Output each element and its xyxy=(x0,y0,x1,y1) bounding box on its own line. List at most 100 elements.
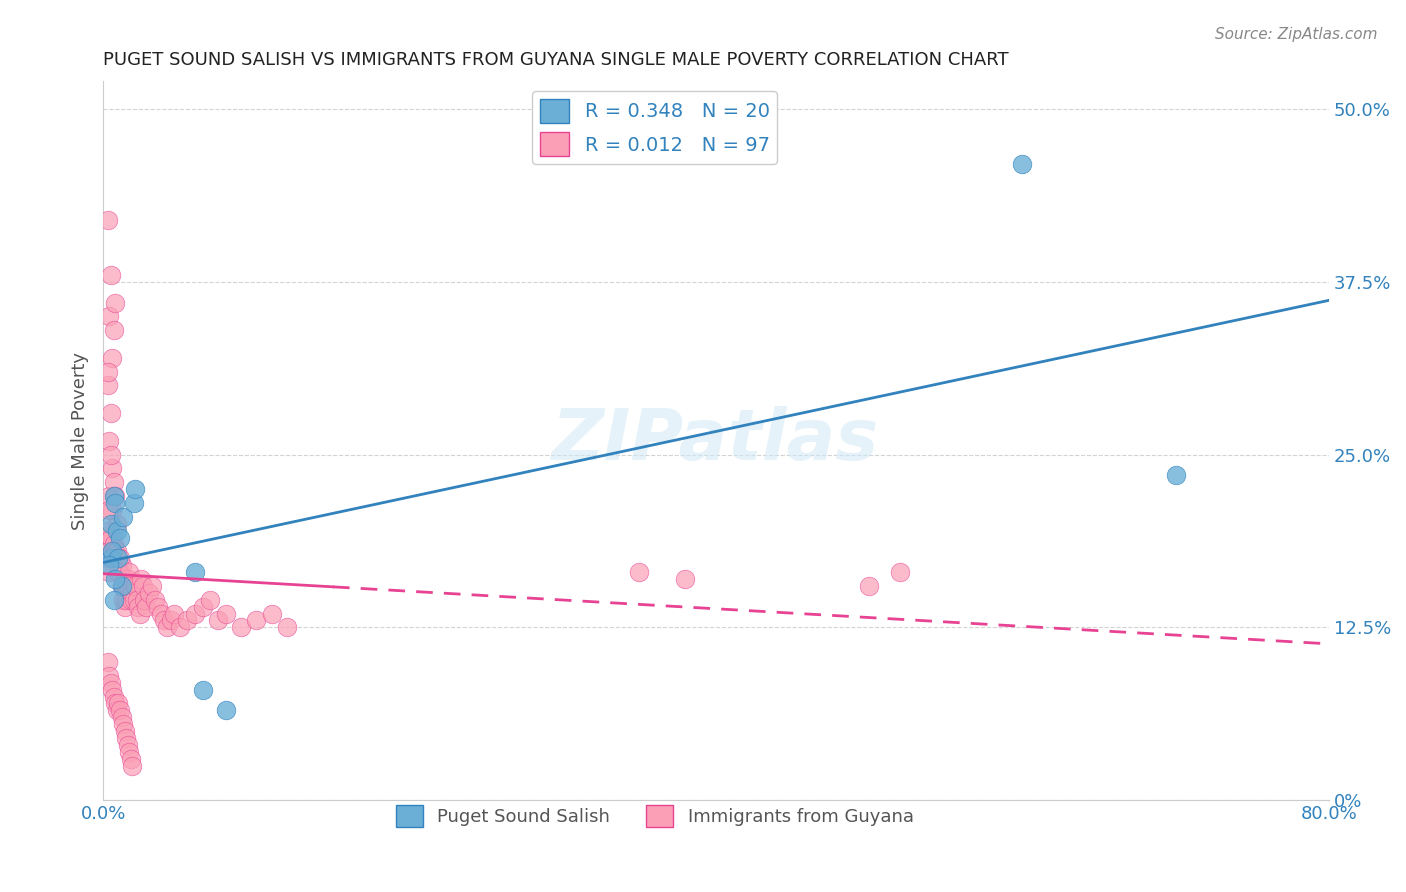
Point xyxy=(215,607,238,621)
Point xyxy=(108,531,131,545)
Point xyxy=(124,482,146,496)
Point xyxy=(673,572,696,586)
Point xyxy=(104,496,127,510)
Point xyxy=(110,710,132,724)
Point xyxy=(122,496,145,510)
Point xyxy=(114,599,136,614)
Point xyxy=(200,592,222,607)
Point xyxy=(120,592,142,607)
Point xyxy=(97,212,120,227)
Point xyxy=(100,531,122,545)
Point xyxy=(153,614,176,628)
Point xyxy=(100,675,122,690)
Point xyxy=(276,620,298,634)
Point xyxy=(229,620,252,634)
Point xyxy=(107,551,129,566)
Point xyxy=(104,572,127,586)
Point xyxy=(101,503,124,517)
Point xyxy=(100,551,122,566)
Point xyxy=(98,489,121,503)
Point xyxy=(129,607,152,621)
Point xyxy=(125,592,148,607)
Point xyxy=(103,323,125,337)
Point xyxy=(103,592,125,607)
Y-axis label: Single Male Poverty: Single Male Poverty xyxy=(72,351,89,530)
Point xyxy=(121,586,143,600)
Point xyxy=(101,351,124,365)
Point xyxy=(105,516,128,531)
Point xyxy=(118,745,141,759)
Point xyxy=(143,592,166,607)
Point xyxy=(101,551,124,566)
Point xyxy=(138,586,160,600)
Point xyxy=(115,592,138,607)
Point xyxy=(110,579,132,593)
Point xyxy=(131,572,153,586)
Point xyxy=(108,551,131,566)
Point xyxy=(98,669,121,683)
Point xyxy=(103,537,125,551)
Point xyxy=(889,565,911,579)
Point xyxy=(98,503,121,517)
Point xyxy=(159,614,181,628)
Point xyxy=(112,579,135,593)
Point xyxy=(108,565,131,579)
Point xyxy=(108,703,131,717)
Point xyxy=(115,731,138,745)
Point xyxy=(162,607,184,621)
Point xyxy=(135,599,157,614)
Text: ZIPatlas: ZIPatlas xyxy=(553,406,880,475)
Point xyxy=(184,565,207,579)
Point xyxy=(114,572,136,586)
Point xyxy=(118,565,141,579)
Point xyxy=(100,406,122,420)
Point xyxy=(98,558,121,573)
Point xyxy=(112,717,135,731)
Point xyxy=(100,448,122,462)
Point xyxy=(104,697,127,711)
Point xyxy=(156,620,179,634)
Point xyxy=(100,551,122,566)
Point xyxy=(120,752,142,766)
Point xyxy=(117,579,139,593)
Point xyxy=(104,489,127,503)
Point xyxy=(117,572,139,586)
Point xyxy=(101,544,124,558)
Point xyxy=(97,378,120,392)
Point xyxy=(98,544,121,558)
Point xyxy=(150,607,173,621)
Point xyxy=(105,524,128,538)
Point xyxy=(110,558,132,573)
Point xyxy=(1164,468,1187,483)
Point xyxy=(97,551,120,566)
Point xyxy=(101,682,124,697)
Point xyxy=(169,620,191,634)
Point xyxy=(858,579,880,593)
Point xyxy=(98,434,121,448)
Point xyxy=(105,703,128,717)
Point xyxy=(97,365,120,379)
Point xyxy=(101,544,124,558)
Point xyxy=(103,475,125,490)
Point xyxy=(115,579,138,593)
Point xyxy=(184,607,207,621)
Text: Source: ZipAtlas.com: Source: ZipAtlas.com xyxy=(1215,27,1378,42)
Point xyxy=(98,565,121,579)
Point xyxy=(107,551,129,566)
Point xyxy=(104,295,127,310)
Point xyxy=(98,310,121,324)
Text: PUGET SOUND SALISH VS IMMIGRANTS FROM GUYANA SINGLE MALE POVERTY CORRELATION CHA: PUGET SOUND SALISH VS IMMIGRANTS FROM GU… xyxy=(103,51,1008,69)
Point xyxy=(110,579,132,593)
Point xyxy=(117,738,139,752)
Point xyxy=(112,509,135,524)
Point xyxy=(97,524,120,538)
Point xyxy=(105,544,128,558)
Point xyxy=(100,268,122,282)
Point xyxy=(191,682,214,697)
Point xyxy=(107,697,129,711)
Point xyxy=(122,592,145,607)
Point xyxy=(100,516,122,531)
Point xyxy=(124,579,146,593)
Point xyxy=(112,592,135,607)
Point xyxy=(100,531,122,545)
